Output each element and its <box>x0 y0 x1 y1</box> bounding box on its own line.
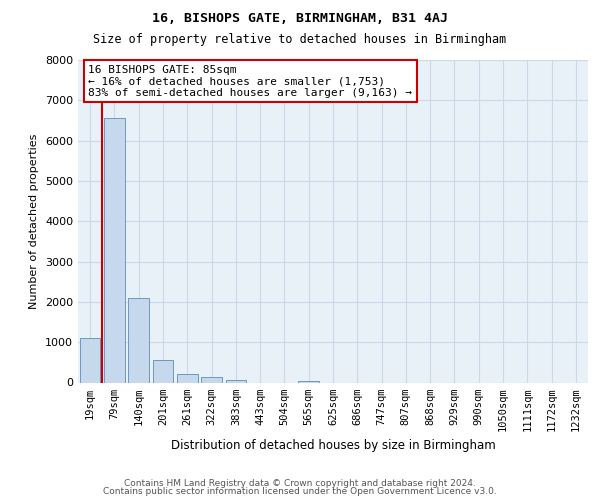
Bar <box>201 378 222 382</box>
X-axis label: Distribution of detached houses by size in Birmingham: Distribution of detached houses by size … <box>170 440 496 452</box>
Bar <box>152 360 173 382</box>
Text: Contains public sector information licensed under the Open Government Licence v3: Contains public sector information licen… <box>103 487 497 496</box>
Bar <box>177 374 197 382</box>
Bar <box>226 380 246 382</box>
Bar <box>298 381 319 382</box>
Bar <box>128 298 149 382</box>
Text: Size of property relative to detached houses in Birmingham: Size of property relative to detached ho… <box>94 32 506 46</box>
Text: 16, BISHOPS GATE, BIRMINGHAM, B31 4AJ: 16, BISHOPS GATE, BIRMINGHAM, B31 4AJ <box>152 12 448 26</box>
Bar <box>104 118 125 382</box>
Text: Contains HM Land Registry data © Crown copyright and database right 2024.: Contains HM Land Registry data © Crown c… <box>124 478 476 488</box>
Y-axis label: Number of detached properties: Number of detached properties <box>29 134 40 309</box>
Bar <box>80 338 100 382</box>
Text: 16 BISHOPS GATE: 85sqm
← 16% of detached houses are smaller (1,753)
83% of semi-: 16 BISHOPS GATE: 85sqm ← 16% of detached… <box>88 65 412 98</box>
